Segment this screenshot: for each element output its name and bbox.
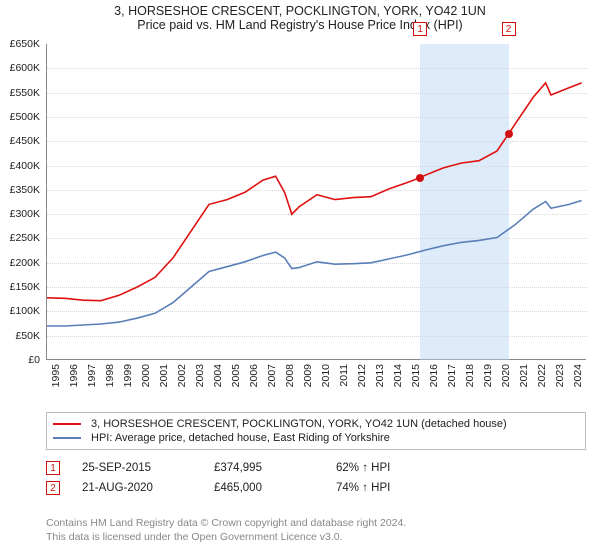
ytick-label: £0 [28, 354, 40, 366]
series-property [47, 83, 582, 301]
xtick-label: 2011 [338, 364, 350, 387]
legend-swatch [53, 423, 81, 425]
sale-dot [416, 174, 424, 182]
sale-date: 25-SEP-2015 [82, 462, 192, 474]
xtick-label: 2024 [572, 364, 584, 387]
xtick-label: 2021 [518, 364, 530, 387]
xtick-label: 2012 [356, 364, 368, 387]
xtick-label: 1995 [50, 364, 62, 387]
ytick-label: £450K [10, 135, 40, 147]
chart-card: 3, HORSESHOE CRESCENT, POCKLINGTON, YORK… [0, 0, 600, 560]
xtick-label: 1998 [104, 364, 116, 387]
xtick-label: 2016 [428, 364, 440, 387]
plot: 12 [46, 44, 586, 360]
sale-marker-box: 1 [413, 22, 427, 36]
ytick-label: £50K [15, 330, 40, 342]
sale-marker-box: 2 [502, 22, 516, 36]
xtick-label: 2020 [500, 364, 512, 387]
xtick-label: 2000 [140, 364, 152, 387]
legend-label: 3, HORSESHOE CRESCENT, POCKLINGTON, YORK… [91, 418, 507, 430]
ytick-label: £250K [10, 232, 40, 244]
xtick-label: 2001 [158, 364, 170, 387]
ytick-label: £400K [10, 160, 40, 172]
lines-svg [47, 44, 587, 360]
xtick-label: 2019 [482, 364, 494, 387]
ytick-label: £550K [10, 87, 40, 99]
xtick-label: 2006 [248, 364, 260, 387]
xtick-label: 1999 [122, 364, 134, 387]
xtick-label: 2003 [194, 364, 206, 387]
ytick-label: £200K [10, 257, 40, 269]
ytick-label: £300K [10, 208, 40, 220]
xtick-label: 2008 [284, 364, 296, 387]
sale-price: £465,000 [214, 482, 314, 494]
xtick-label: 1997 [86, 364, 98, 387]
xtick-label: 2022 [536, 364, 548, 387]
sale-price: £374,995 [214, 462, 314, 474]
legend-swatch [53, 437, 81, 439]
chart-area: 12 £0£50K£100K£150K£200K£250K£300K£350K£… [46, 44, 586, 360]
xtick-label: 2023 [554, 364, 566, 387]
xtick-label: 2002 [176, 364, 188, 387]
xtick-label: 2015 [410, 364, 422, 387]
series-hpi [47, 201, 582, 327]
sales-table: 1 25-SEP-2015 £374,995 62% ↑ HPI 2 21-AU… [46, 458, 586, 498]
xtick-label: 1996 [68, 364, 80, 387]
legend: 3, HORSESHOE CRESCENT, POCKLINGTON, YORK… [46, 412, 586, 450]
footer-line-1: Contains HM Land Registry data © Crown c… [46, 516, 586, 530]
ytick-label: £650K [10, 38, 40, 50]
xtick-label: 2010 [320, 364, 332, 387]
ytick-label: £500K [10, 111, 40, 123]
footer-line-2: This data is licensed under the Open Gov… [46, 530, 586, 544]
xtick-label: 2014 [392, 364, 404, 387]
ytick-label: £100K [10, 305, 40, 317]
legend-label: HPI: Average price, detached house, East… [91, 432, 390, 444]
xtick-label: 2009 [302, 364, 314, 387]
legend-row: 3, HORSESHOE CRESCENT, POCKLINGTON, YORK… [53, 417, 579, 431]
xtick-label: 2017 [446, 364, 458, 387]
ytick-label: £350K [10, 184, 40, 196]
ytick-label: £600K [10, 62, 40, 74]
sale-index-box: 2 [46, 481, 60, 495]
sale-index-box: 1 [46, 461, 60, 475]
title-line-1: 3, HORSESHOE CRESCENT, POCKLINGTON, YORK… [0, 4, 600, 18]
xtick-label: 2018 [464, 364, 476, 387]
xtick-label: 2013 [374, 364, 386, 387]
legend-row: HPI: Average price, detached house, East… [53, 431, 579, 445]
xtick-label: 2007 [266, 364, 278, 387]
xtick-label: 2005 [230, 364, 242, 387]
sale-dot [505, 130, 513, 138]
ytick-label: £150K [10, 281, 40, 293]
sales-row: 1 25-SEP-2015 £374,995 62% ↑ HPI [46, 458, 586, 478]
sale-rel-hpi: 74% ↑ HPI [336, 482, 456, 494]
xtick-label: 2004 [212, 364, 224, 387]
sale-rel-hpi: 62% ↑ HPI [336, 462, 456, 474]
footer: Contains HM Land Registry data © Crown c… [46, 516, 586, 544]
sale-date: 21-AUG-2020 [82, 482, 192, 494]
sales-row: 2 21-AUG-2020 £465,000 74% ↑ HPI [46, 478, 586, 498]
